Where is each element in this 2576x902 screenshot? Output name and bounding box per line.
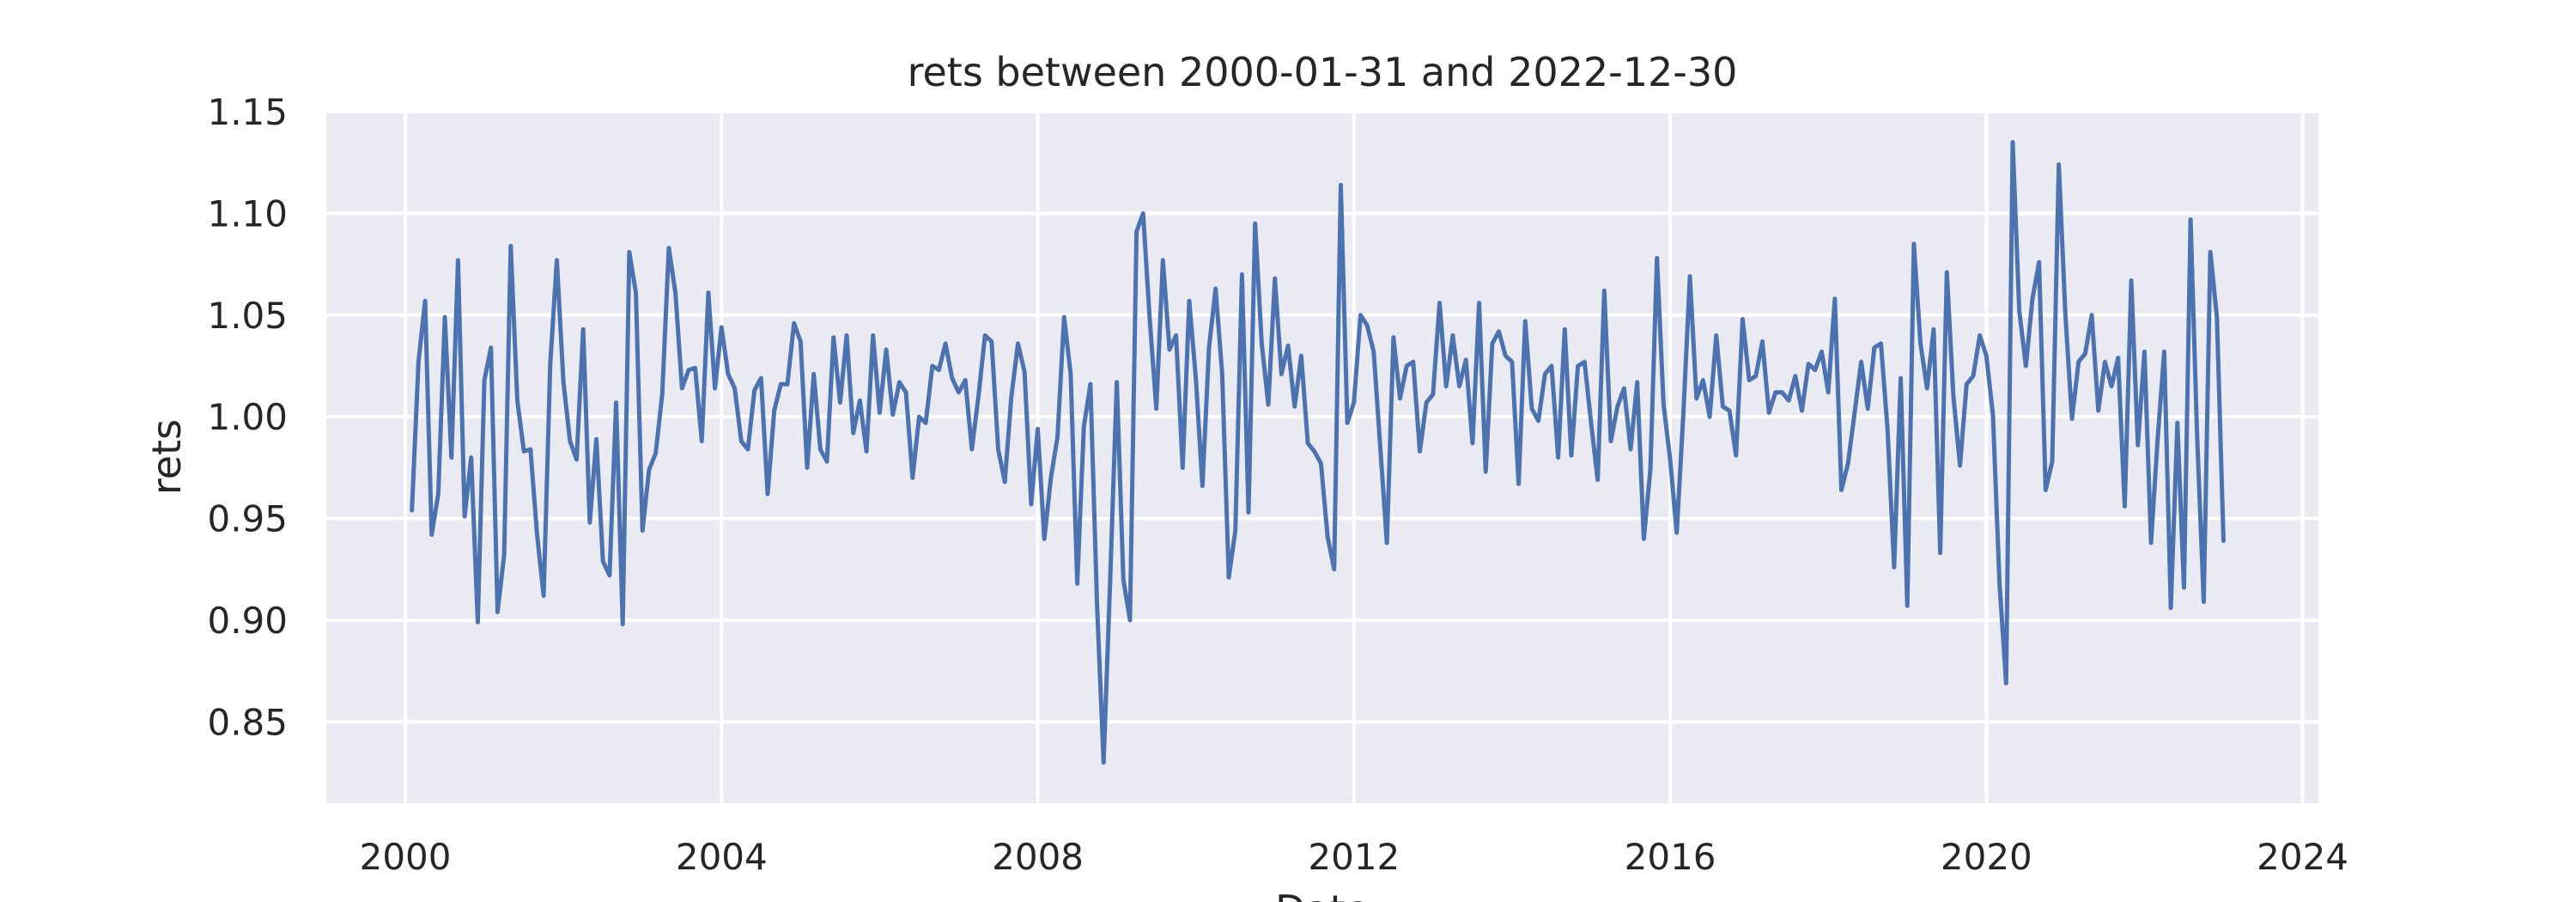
y-tick-label: 1.05 [207,295,288,337]
y-axis-label: rets [143,419,190,495]
x-tick-label: 2004 [676,836,768,878]
y-tick-label: 1.00 [207,396,288,438]
x-tick-label: 2012 [1308,836,1400,878]
y-tick-label: 0.90 [207,600,288,642]
x-tick-label: 2020 [1941,836,2032,878]
series-line-rets [410,140,2226,765]
y-tick-label: 1.15 [207,91,288,133]
y-tick-label: 0.85 [207,701,288,743]
y-tick-label: 1.10 [207,192,288,235]
x-axis-label: Date [1275,887,1370,902]
x-axis-ticks: 2000 2004 2008 2012 2016 2020 2024 [360,836,2348,878]
y-axis-ticks: 0.85 0.90 0.95 1.00 1.05 1.10 1.15 [207,91,288,743]
x-tick-label: 2000 [360,836,452,878]
chart-title: rets between 2000-01-31 and 2022-12-30 [908,49,1738,95]
x-tick-label: 2008 [992,836,1084,878]
x-tick-label: 2016 [1625,836,1716,878]
y-tick-label: 0.95 [207,498,288,540]
x-tick-label: 2024 [2257,836,2348,878]
